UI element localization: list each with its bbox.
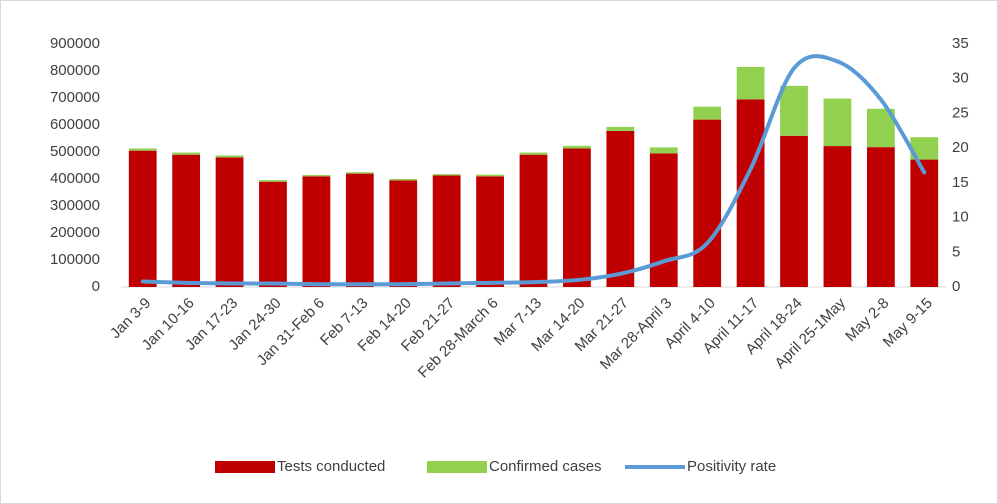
bar [606,126,635,131]
bar [389,179,418,181]
bar [128,150,157,287]
y-tick-label: 900000 [50,35,100,52]
bar [302,176,331,287]
legend-label: Positivity rate [687,458,776,475]
y-tick-label: 400000 [50,170,100,187]
bar [128,148,157,151]
bar [736,66,765,100]
bar [693,119,722,287]
bar [693,106,722,120]
bar [302,174,331,177]
bar [736,99,765,287]
y-tick-label: 600000 [50,116,100,133]
y2-tick-label: 35 [952,35,969,52]
bar [910,137,939,160]
bar [432,174,461,176]
bar [606,130,635,287]
bar [215,157,244,287]
bar [823,146,852,287]
bar [563,145,591,149]
bar [649,147,678,154]
bar [519,154,548,287]
bar [780,85,808,136]
bar [519,152,548,155]
y-tick-label: 200000 [50,224,100,241]
bar [476,176,504,287]
bar [172,154,201,287]
bar [563,148,591,287]
y2-tick-label: 5 [952,243,960,260]
y2-tick-label: 25 [952,104,969,121]
bar [389,180,418,287]
bar [432,175,461,287]
y2-tick-label: 10 [952,209,969,226]
bar [866,147,895,287]
y2-tick-label: 0 [952,278,960,295]
y2-tick-label: 20 [952,139,969,156]
y-tick-label: 300000 [50,197,100,214]
y-tick-label: 0 [92,278,100,295]
legend-label: Confirmed cases [489,458,602,475]
bar [215,155,244,158]
legend-swatch [427,461,487,473]
y-tick-label: 800000 [50,62,100,79]
legend-swatch [215,461,275,473]
bar [780,135,808,287]
y-tick-label: 500000 [50,143,100,160]
y2-tick-label: 15 [952,174,969,191]
line [140,54,927,287]
bar [345,172,374,174]
bar [476,174,504,177]
bar [259,180,287,182]
bar [910,159,939,287]
y-tick-label: 700000 [50,89,100,106]
legend-label: Tests conducted [277,458,385,475]
y2-tick-label: 30 [952,70,969,87]
y-tick-label: 100000 [50,251,100,268]
bar [345,173,374,287]
bar [259,181,287,287]
bar [823,98,852,147]
bar [172,152,201,155]
bar [649,153,678,287]
